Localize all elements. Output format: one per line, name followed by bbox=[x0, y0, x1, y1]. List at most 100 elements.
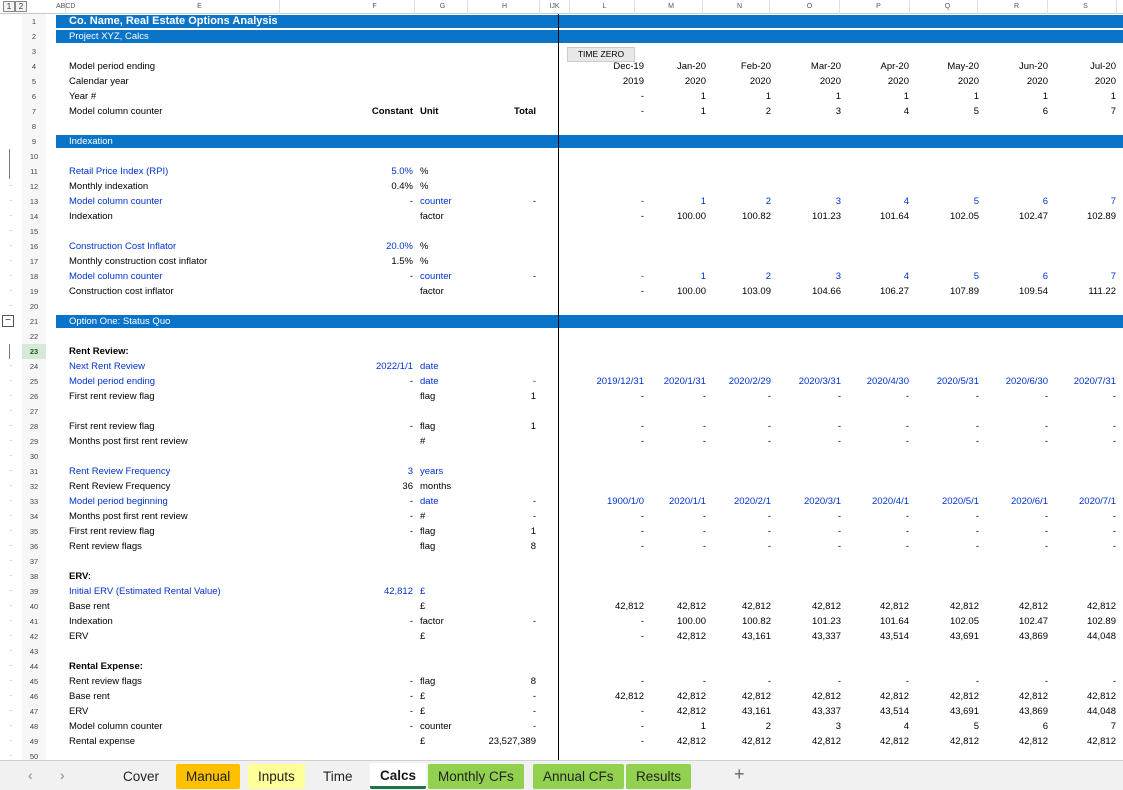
constant-cell[interactable]: 0.4% bbox=[391, 181, 413, 192]
constant-cell[interactable]: - bbox=[409, 421, 413, 432]
period-value-cell[interactable]: 42,812 bbox=[676, 691, 706, 702]
period-value-cell[interactable]: 42,812 bbox=[676, 736, 706, 747]
row-number[interactable]: 34 bbox=[22, 509, 46, 524]
period-value-cell[interactable]: 2 bbox=[765, 106, 771, 117]
row-number[interactable]: 25 bbox=[22, 374, 46, 389]
period-value-cell[interactable]: 4 bbox=[903, 721, 909, 732]
row-label[interactable]: Next Rent Review bbox=[69, 361, 146, 372]
period-value-cell[interactable]: 102.89 bbox=[1086, 211, 1116, 222]
period-value-cell[interactable]: 102.47 bbox=[1018, 616, 1048, 627]
period-value-cell[interactable]: 2020/4/30 bbox=[866, 376, 909, 387]
row-number[interactable]: 39 bbox=[22, 584, 46, 599]
sheet-tab-results[interactable]: Results bbox=[626, 764, 692, 789]
sheet-tab-manual[interactable]: Manual bbox=[176, 764, 241, 789]
period-value-cell[interactable]: 1 bbox=[700, 271, 706, 282]
unit-cell[interactable]: % bbox=[420, 241, 429, 252]
row-label[interactable]: Rental Expense: bbox=[69, 661, 143, 672]
row-number[interactable]: 29 bbox=[22, 434, 46, 449]
row-label[interactable]: Months post first rent review bbox=[69, 511, 188, 522]
total-cell[interactable]: 1 bbox=[530, 391, 536, 402]
period-value-cell[interactable]: 4 bbox=[903, 271, 909, 282]
period-value-cell[interactable]: 2020 bbox=[1094, 76, 1116, 87]
period-value-cell[interactable]: May-20 bbox=[947, 61, 979, 72]
period-value-cell[interactable]: 42,812 bbox=[949, 601, 979, 612]
period-value-cell[interactable]: 2020 bbox=[749, 76, 771, 87]
column-header-o[interactable]: O bbox=[780, 0, 840, 14]
unit-cell[interactable]: % bbox=[420, 256, 429, 267]
unit-cell[interactable]: flag bbox=[420, 391, 436, 402]
row-number[interactable]: 11 bbox=[22, 164, 46, 179]
row-label[interactable]: Model column counter bbox=[69, 106, 163, 117]
row-number[interactable]: 37 bbox=[22, 554, 46, 569]
period-value-cell[interactable]: - bbox=[1112, 436, 1116, 447]
row-number[interactable]: 26 bbox=[22, 389, 46, 404]
period-value-cell[interactable]: - bbox=[1112, 391, 1116, 402]
constant-cell[interactable]: - bbox=[409, 511, 413, 522]
constant-cell[interactable]: 36 bbox=[402, 481, 413, 492]
period-value-cell[interactable]: - bbox=[1044, 391, 1048, 402]
period-value-cell[interactable]: - bbox=[1112, 421, 1116, 432]
period-value-cell[interactable]: 42,812 bbox=[741, 691, 771, 702]
period-value-cell[interactable]: 6 bbox=[1042, 721, 1048, 732]
row-label[interactable]: Model period ending bbox=[69, 61, 156, 72]
row-number[interactable]: 44 bbox=[22, 659, 46, 674]
column-header-s[interactable]: S bbox=[1055, 0, 1117, 14]
period-value-cell[interactable]: 2020 bbox=[1026, 76, 1048, 87]
sheet-tab-calcs[interactable]: Calcs bbox=[370, 763, 427, 789]
period-value-cell[interactable]: - bbox=[702, 511, 706, 522]
period-value-cell[interactable]: 42,812 bbox=[811, 736, 841, 747]
constant-cell[interactable]: - bbox=[409, 616, 413, 627]
period-value-cell[interactable]: 6 bbox=[1042, 271, 1048, 282]
unit-cell[interactable]: # bbox=[420, 436, 426, 447]
period-value-cell[interactable]: Apr-20 bbox=[880, 61, 909, 72]
row-label[interactable]: Rent Review Frequency bbox=[69, 481, 171, 492]
row-number[interactable]: 46 bbox=[22, 689, 46, 704]
column-header-l[interactable]: L bbox=[575, 0, 635, 14]
period-value-cell[interactable]: 42,812 bbox=[614, 691, 644, 702]
period-value-cell[interactable]: Mar-20 bbox=[810, 61, 841, 72]
unit-cell[interactable]: factor bbox=[420, 286, 444, 297]
row-number[interactable]: 40 bbox=[22, 599, 46, 614]
period-value-cell[interactable]: 42,812 bbox=[949, 736, 979, 747]
period-value-cell[interactable]: 43,161 bbox=[741, 631, 771, 642]
period-value-cell[interactable]: Jul-20 bbox=[1090, 61, 1116, 72]
row-number[interactable]: 8 bbox=[22, 119, 46, 134]
period-value-cell[interactable]: 42,812 bbox=[811, 691, 841, 702]
row-number[interactable]: 15 bbox=[22, 224, 46, 239]
period-value-cell[interactable]: 4 bbox=[903, 196, 909, 207]
sheet-tab-monthly-cfs[interactable]: Monthly CFs bbox=[428, 764, 524, 789]
period-value-cell[interactable]: 42,812 bbox=[879, 736, 909, 747]
period-value-cell[interactable]: 42,812 bbox=[741, 736, 771, 747]
row-label[interactable]: Monthly construction cost inflator bbox=[69, 256, 208, 267]
unit-cell[interactable]: counter bbox=[420, 721, 452, 732]
constant-cell[interactable]: 42,812 bbox=[383, 586, 413, 597]
period-value-cell[interactable]: 5 bbox=[973, 196, 979, 207]
row-number[interactable]: 28 bbox=[22, 419, 46, 434]
unit-cell[interactable]: date bbox=[420, 496, 439, 507]
row-number[interactable]: 12 bbox=[22, 179, 46, 194]
period-value-cell[interactable]: 101.23 bbox=[811, 211, 841, 222]
period-value-cell[interactable]: 101.64 bbox=[879, 211, 909, 222]
period-value-cell[interactable]: - bbox=[905, 511, 909, 522]
period-value-cell[interactable]: 42,812 bbox=[1018, 736, 1048, 747]
row-number[interactable]: 33 bbox=[22, 494, 46, 509]
period-value-cell[interactable]: - bbox=[640, 421, 644, 432]
constant-cell[interactable]: - bbox=[409, 271, 413, 282]
row-label[interactable]: Months post first rent review bbox=[69, 436, 188, 447]
period-value-cell[interactable]: - bbox=[1044, 421, 1048, 432]
period-value-cell[interactable]: - bbox=[837, 541, 841, 552]
period-value-cell[interactable]: 100.00 bbox=[676, 616, 706, 627]
column-header-h[interactable]: H bbox=[470, 0, 540, 14]
period-value-cell[interactable]: 43,337 bbox=[811, 631, 841, 642]
row-label[interactable]: ERV: bbox=[69, 571, 92, 582]
outline-level-2-button[interactable]: 2 bbox=[15, 1, 27, 12]
period-value-cell[interactable]: - bbox=[905, 526, 909, 537]
row-number[interactable]: 16 bbox=[22, 239, 46, 254]
period-value-cell[interactable]: 2020 bbox=[887, 76, 909, 87]
period-value-cell[interactable]: 43,514 bbox=[879, 631, 909, 642]
period-value-cell[interactable]: 2020/5/31 bbox=[936, 376, 979, 387]
period-value-cell[interactable]: 102.05 bbox=[949, 211, 979, 222]
unit-cell[interactable]: flag bbox=[420, 526, 436, 537]
row-label[interactable]: First rent review flag bbox=[69, 391, 155, 402]
period-value-cell[interactable]: - bbox=[640, 271, 644, 282]
